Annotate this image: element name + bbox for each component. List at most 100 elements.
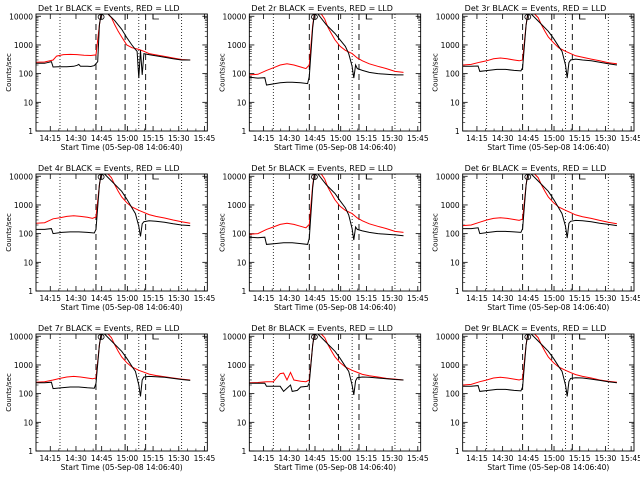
- y-tick-label: 1: [455, 287, 460, 296]
- x-tick-label: 14:45: [304, 294, 326, 303]
- x-axis-label: Start Time (05-Sep-08 14:06:40): [61, 463, 183, 472]
- event-marker-l: [152, 174, 159, 180]
- plot-area: [462, 174, 617, 239]
- y-tick-label: 10: [450, 98, 460, 107]
- panel-3: Det 3r BLACK = Events, RED = LLD 1 10 100 10…: [432, 4, 640, 152]
- x-tick-label: 15:45: [194, 454, 216, 463]
- event-marker-o: [97, 14, 105, 20]
- event-marker-o: [311, 14, 318, 20]
- plot-area: [462, 14, 617, 79]
- chart-title: Det 8r BLACK = Events, RED = LLD: [251, 324, 393, 333]
- y-tick-label: 10: [237, 98, 247, 107]
- x-tick-label: 15:30: [595, 454, 617, 463]
- x-tick-label: 15:00: [117, 454, 139, 463]
- x-tick-label: 14:15: [466, 454, 488, 463]
- y-tick-label: 100: [445, 390, 460, 399]
- x-tick-label: 15:45: [407, 454, 429, 463]
- x-tick-label: 15:30: [168, 454, 190, 463]
- y-axis-label: Counts/sec: [5, 53, 13, 92]
- x-tick-label: 15:45: [194, 294, 216, 303]
- y-tick-label: 1: [455, 127, 460, 136]
- plot-frame: [462, 13, 635, 132]
- series-line-events: [249, 334, 404, 395]
- event-marker-o: [311, 174, 318, 180]
- y-tick-label: 1000: [14, 361, 33, 370]
- series-line-events: [462, 174, 617, 239]
- x-tick-label: 14:30: [65, 134, 87, 143]
- y-tick-label: 1000: [227, 361, 246, 370]
- chart-title: Det 7r BLACK = Events, RED = LLD: [38, 324, 180, 333]
- series-line-events: [462, 14, 617, 79]
- series-line-events: [36, 334, 191, 397]
- x-tick-label: 15:45: [407, 294, 429, 303]
- x-tick-label: 14:45: [91, 454, 113, 463]
- x-axis-label: Start Time (05-Sep-08 14:06:40): [274, 463, 396, 472]
- y-tick-label: 1: [242, 447, 247, 456]
- y-axis-label: Counts/sec: [218, 213, 226, 252]
- y-tick-label: 1000: [14, 201, 33, 210]
- x-tick-label: 15:15: [142, 454, 164, 463]
- y-tick-label: 10000: [9, 12, 33, 21]
- y-tick-label: 100: [445, 230, 460, 239]
- event-marker-l: [365, 174, 373, 180]
- y-tick-label: 1000: [227, 41, 246, 50]
- x-tick-label: 15:45: [620, 294, 640, 303]
- y-tick-label: 10000: [436, 12, 460, 21]
- panel-2: Det 2r BLACK = Events, RED = LLD 1 10 100 10…: [218, 4, 429, 152]
- x-tick-label: 14:15: [253, 134, 275, 143]
- series-line-lld: [462, 14, 617, 66]
- x-tick-label: 14:45: [304, 134, 326, 143]
- x-tick-label: 14:45: [518, 134, 540, 143]
- x-tick-label: 15:30: [168, 134, 190, 143]
- panel-5: Det 5r BLACK = Events, RED = LLD 1 10 100 10…: [218, 164, 429, 312]
- x-tick-label: 14:15: [39, 294, 61, 303]
- plot-area: [249, 334, 404, 395]
- plot-area: [36, 334, 191, 397]
- y-tick-label: 1: [242, 127, 247, 136]
- y-tick-label: 1: [28, 127, 33, 136]
- x-tick-label: 15:30: [381, 294, 403, 303]
- x-axis-label: Start Time (05-Sep-08 14:06:40): [487, 463, 609, 472]
- y-tick-label: 10000: [222, 332, 246, 341]
- series-line-events: [249, 174, 404, 245]
- x-tick-label: 15:15: [569, 294, 591, 303]
- x-axis-label: Start Time (05-Sep-08 14:06:40): [61, 143, 183, 152]
- x-tick-label: 15:30: [168, 294, 190, 303]
- x-tick-label: 15:15: [356, 454, 378, 463]
- panel-7: Det 7r BLACK = Events, RED = LLD 1 10 100 10…: [5, 324, 216, 472]
- x-axis-label: Start Time (05-Sep-08 14:06:40): [274, 143, 396, 152]
- panel-1: Det 1r BLACK = Events, RED = LLD 1 10 100 10…: [5, 4, 216, 152]
- x-tick-label: 15:15: [569, 454, 591, 463]
- event-marker-l: [152, 334, 159, 340]
- chart-title: Det 3r BLACK = Events, RED = LLD: [465, 4, 607, 13]
- event-marker-l: [365, 14, 373, 20]
- y-tick-label: 100: [445, 70, 460, 79]
- plot-area: [249, 174, 404, 245]
- series-line-lld: [249, 174, 404, 235]
- y-axis-label: Counts/sec: [5, 373, 13, 412]
- x-axis-label: Start Time (05-Sep-08 14:06:40): [61, 303, 183, 312]
- y-tick-label: 100: [19, 70, 34, 79]
- x-tick-label: 15:00: [330, 454, 352, 463]
- y-tick-label: 10000: [9, 332, 33, 341]
- x-tick-label: 15:30: [381, 454, 403, 463]
- y-tick-label: 1: [28, 287, 33, 296]
- y-tick-label: 10: [237, 258, 247, 267]
- y-tick-label: 1: [28, 447, 33, 456]
- y-tick-label: 1000: [441, 41, 460, 50]
- y-axis-label: Counts/sec: [5, 213, 13, 252]
- event-marker-l: [579, 174, 586, 180]
- event-marker-l: [152, 14, 159, 20]
- x-tick-label: 14:15: [253, 454, 275, 463]
- series-line-events: [249, 14, 404, 86]
- y-tick-label: 10: [23, 418, 33, 427]
- event-marker-l: [579, 334, 586, 340]
- x-tick-label: 15:30: [381, 134, 403, 143]
- plot-frame: [35, 173, 208, 292]
- panel-6: Det 6r BLACK = Events, RED = LLD 1 10 100 10…: [432, 164, 640, 312]
- y-tick-label: 100: [19, 230, 34, 239]
- event-marker-o: [524, 14, 532, 20]
- panel-9: Det 9r BLACK = Events, RED = LLD 1 10 100 10…: [432, 324, 640, 472]
- x-tick-label: 14:30: [492, 454, 514, 463]
